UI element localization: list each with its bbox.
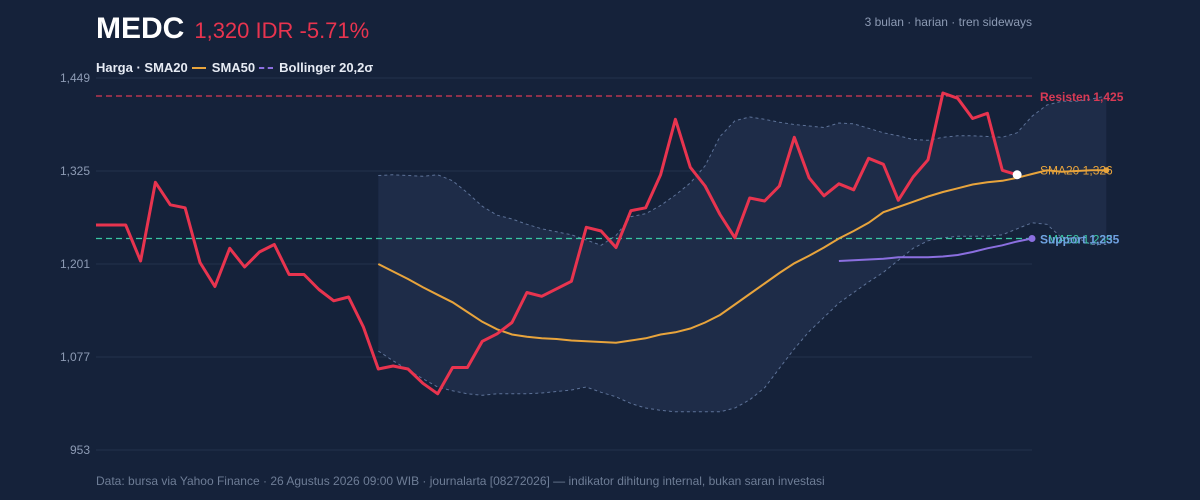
sma20-end-label: SMA20 1,326 (1040, 163, 1113, 177)
legend-sma50: SMA50 (211, 60, 256, 75)
bollinger-lower-line (378, 222, 1107, 413)
legend-separator: · (132, 60, 145, 75)
y-tick-label: 1,077 (60, 350, 90, 364)
price-end-dot (1012, 170, 1022, 180)
sma50-end-dot (1028, 235, 1036, 242)
chart-subtitle: 3 bulan · harian · tren sideways (864, 15, 1032, 29)
y-tick-label: 1,449 (60, 71, 90, 85)
price-change: 1,320 IDR -5.71% (194, 18, 370, 43)
legend-bollinger: Bollinger 20,2σ (279, 60, 374, 75)
legend-price: Harga (96, 60, 133, 75)
sma50-line (838, 237, 1033, 262)
support-label: Support 1,235 (1040, 233, 1120, 247)
chart-footer: Data: bursa via Yahoo Finance · 26 Agust… (96, 474, 825, 488)
sma20-end-dot (1103, 167, 1110, 174)
bollinger-band-fill (378, 96, 1107, 412)
chart-header: MEDC 1,320 IDR -5.71% (96, 12, 369, 46)
legend-sma20: SMA20 (144, 60, 188, 75)
legend-sma50-swatch (259, 66, 274, 69)
y-tick-label: 1,325 (60, 164, 90, 178)
y-tick-label: 953 (70, 443, 90, 457)
ticker-symbol: MEDC (96, 12, 185, 45)
y-tick-label: 1,201 (60, 257, 90, 271)
price-line (96, 91, 1018, 396)
sma50-end-label: SMA50 1,235 (1040, 233, 1113, 247)
resistance-label: Resisten 1,425 (1040, 90, 1124, 104)
legend-sma20-swatch (191, 66, 206, 69)
chart-legend: Harga · SMA20 SMA50 Bollinger 20,2σ (96, 60, 373, 75)
bollinger-upper-line (378, 95, 1107, 246)
